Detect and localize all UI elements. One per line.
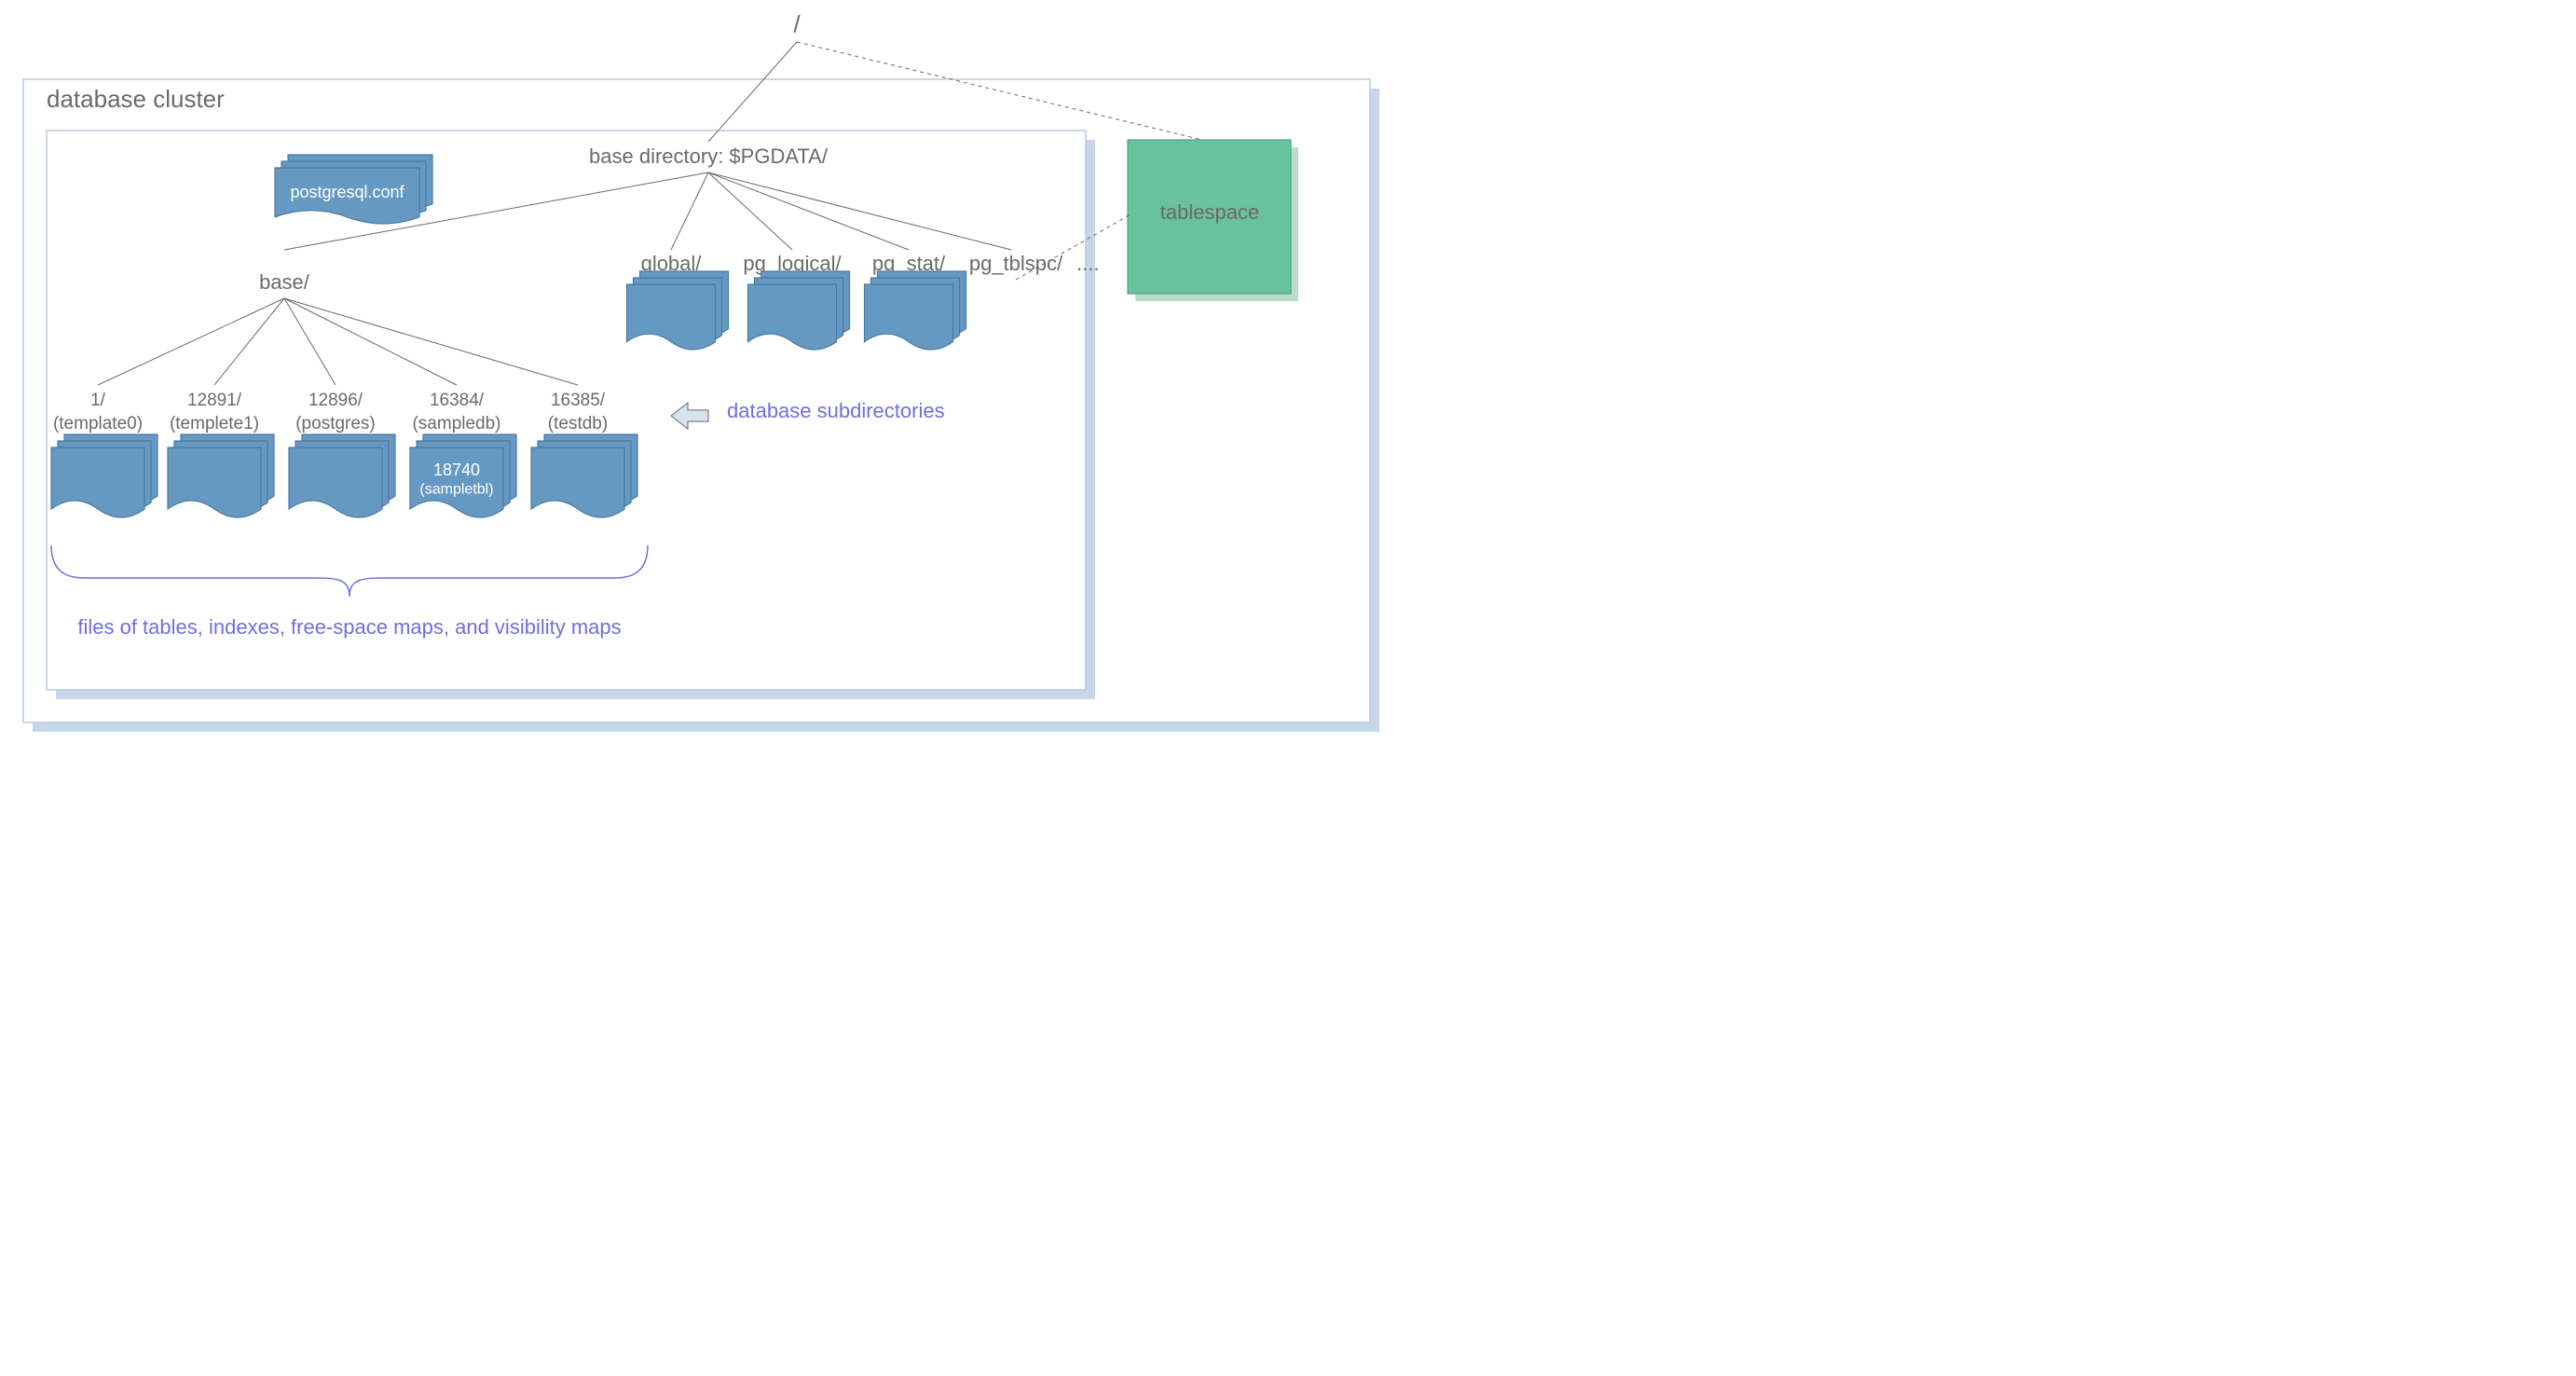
conf-file-label: postgresql.conf: [290, 183, 404, 201]
root-label: /: [793, 10, 801, 38]
topdir-label-4: ....: [1076, 252, 1099, 275]
cluster-title: database cluster: [47, 85, 225, 113]
db-num-3: 16384/: [430, 391, 485, 410]
db-num-4: 16385/: [551, 391, 606, 410]
db-num-0: 1/: [90, 391, 106, 410]
db-name-1: (templete1): [170, 414, 259, 433]
db-name-3: (sampledb): [412, 414, 500, 433]
sample-file-name: (sampletbl): [419, 482, 493, 498]
db-name-4: (testdb): [548, 414, 608, 433]
db-num-1: 12891/: [187, 391, 242, 410]
topdir-label-3: pg_tblspc/: [969, 252, 1063, 275]
db-name-2: (postgres): [295, 414, 376, 433]
caption-files: files of tables, indexes, free-space map…: [77, 615, 621, 639]
basedir-label: base directory: $PGDATA/: [589, 144, 829, 168]
annotation-subdirs: database subdirectories: [727, 399, 945, 422]
db-name-0: (template0): [53, 414, 143, 433]
tablespace-label: tablespace: [1160, 200, 1259, 224]
sample-file-num: 18740: [433, 461, 480, 479]
db-num-2: 12896/: [308, 391, 363, 410]
base-label: base/: [259, 270, 310, 294]
